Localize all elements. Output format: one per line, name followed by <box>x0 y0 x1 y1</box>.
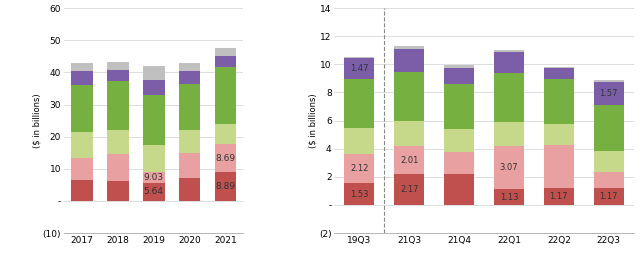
Bar <box>344 128 374 154</box>
Bar <box>394 72 424 121</box>
Text: 2.01: 2.01 <box>400 156 419 165</box>
Y-axis label: ($ in billions): ($ in billions) <box>308 93 317 148</box>
Text: 5.64: 5.64 <box>144 187 164 196</box>
Bar <box>594 172 623 189</box>
Y-axis label: ($ in billions): ($ in billions) <box>33 93 42 148</box>
Bar <box>494 146 524 189</box>
Bar <box>179 178 200 201</box>
Bar <box>394 49 424 72</box>
Bar <box>107 154 129 181</box>
Bar <box>143 95 164 145</box>
Bar <box>71 63 93 71</box>
Bar <box>444 175 474 205</box>
Bar <box>544 68 574 79</box>
Bar <box>143 145 164 172</box>
Text: 3.07: 3.07 <box>500 163 518 172</box>
Bar <box>179 153 200 178</box>
Bar <box>107 130 129 154</box>
Bar <box>215 56 236 67</box>
Bar <box>444 67 474 85</box>
Bar <box>215 67 236 124</box>
Bar <box>71 132 93 157</box>
Text: 1.47: 1.47 <box>350 64 369 73</box>
Bar <box>143 183 164 201</box>
Text: 1.13: 1.13 <box>500 192 518 202</box>
Bar <box>215 124 236 144</box>
Bar <box>444 152 474 175</box>
Bar <box>179 71 200 84</box>
Bar <box>107 70 129 81</box>
Bar <box>394 46 424 49</box>
Bar <box>594 80 623 82</box>
Bar <box>215 144 236 172</box>
Bar <box>494 52 524 73</box>
Bar <box>444 85 474 130</box>
Bar <box>394 175 424 205</box>
Text: 1.57: 1.57 <box>600 89 618 98</box>
Bar <box>344 59 374 79</box>
Bar <box>344 183 374 205</box>
Bar <box>394 146 424 175</box>
Bar <box>71 71 93 85</box>
Bar <box>544 67 574 68</box>
Text: 1.17: 1.17 <box>600 192 618 201</box>
Bar <box>544 79 574 124</box>
Bar <box>71 85 93 132</box>
Bar <box>444 65 474 67</box>
Bar <box>179 63 200 71</box>
Bar <box>544 145 574 189</box>
Bar <box>344 154 374 183</box>
Text: 8.89: 8.89 <box>216 182 236 191</box>
Bar <box>107 181 129 201</box>
Bar <box>544 189 574 205</box>
Text: 1.53: 1.53 <box>350 190 369 199</box>
Bar <box>71 157 93 180</box>
Text: 8.69: 8.69 <box>216 154 236 163</box>
Bar <box>71 180 93 201</box>
Bar <box>544 124 574 145</box>
Bar <box>494 189 524 205</box>
Bar <box>215 48 236 56</box>
Bar <box>594 105 623 151</box>
Text: 2.12: 2.12 <box>350 164 369 173</box>
Bar <box>107 81 129 130</box>
Bar <box>179 130 200 153</box>
Bar <box>143 80 164 95</box>
Bar <box>594 189 623 205</box>
Bar <box>107 62 129 70</box>
Bar <box>143 66 164 80</box>
Bar <box>444 130 474 152</box>
Bar <box>394 121 424 146</box>
Bar <box>594 82 623 105</box>
Bar <box>179 84 200 130</box>
Text: 9.03: 9.03 <box>144 173 164 182</box>
Text: 1.17: 1.17 <box>550 192 568 201</box>
Bar <box>344 57 374 59</box>
Bar <box>494 122 524 146</box>
Bar <box>344 79 374 128</box>
Text: 2.17: 2.17 <box>400 185 419 194</box>
Bar <box>594 151 623 172</box>
Bar <box>143 172 164 183</box>
Bar <box>215 172 236 201</box>
Bar <box>494 50 524 52</box>
Bar <box>494 73 524 122</box>
